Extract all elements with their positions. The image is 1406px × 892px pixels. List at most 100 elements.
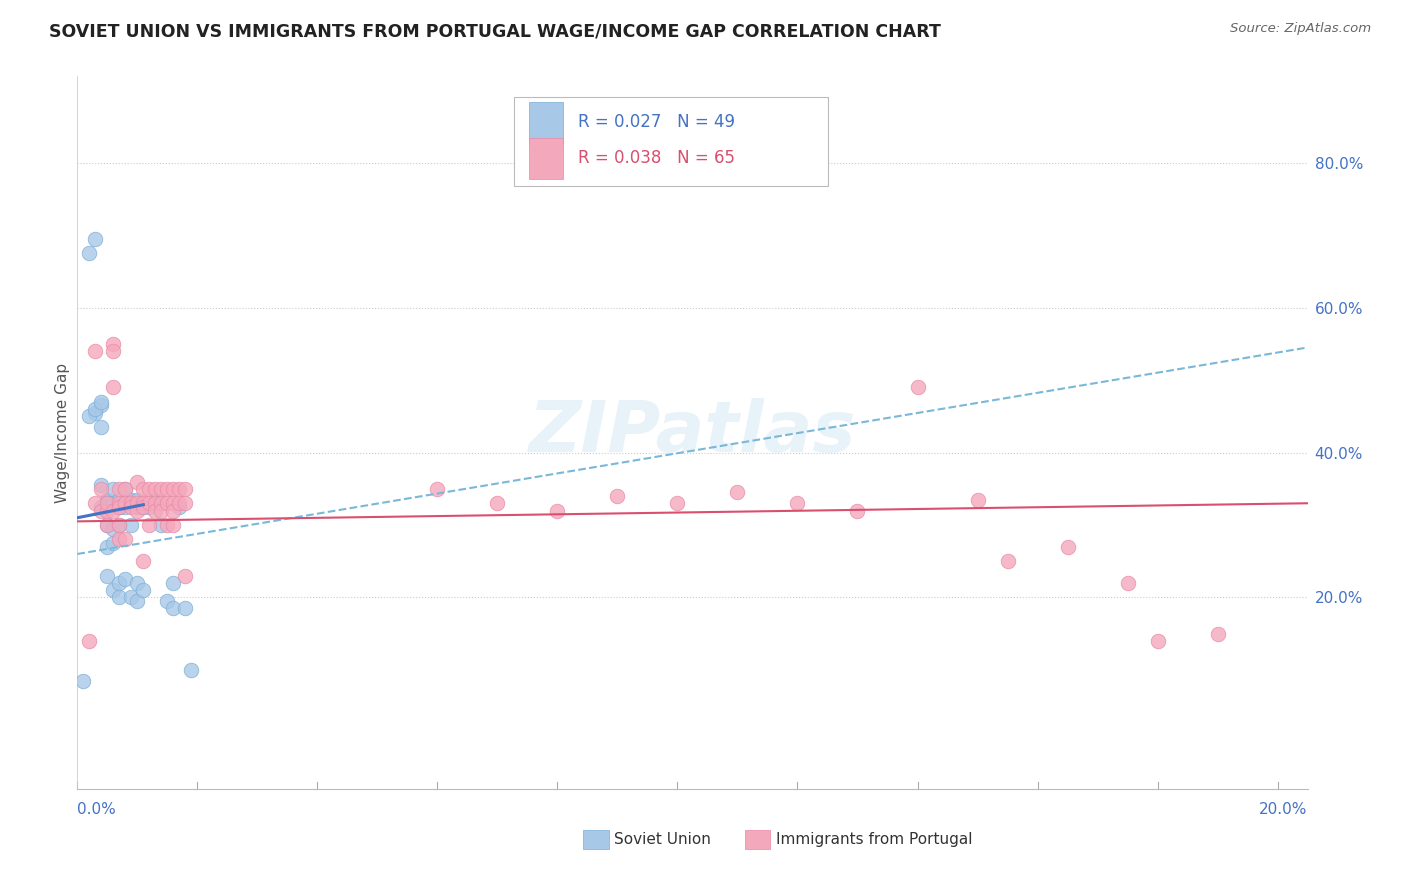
- Point: [156, 482, 179, 496]
- Point: [156, 518, 179, 533]
- Point: [174, 601, 197, 615]
- Point: [138, 500, 160, 514]
- Point: [174, 496, 197, 510]
- Point: [96, 496, 118, 510]
- Point: [114, 533, 136, 547]
- Point: [132, 500, 155, 514]
- Point: [162, 518, 184, 533]
- Point: [666, 496, 689, 510]
- Point: [162, 482, 184, 496]
- Point: [156, 496, 179, 510]
- Point: [143, 492, 166, 507]
- Point: [120, 496, 142, 510]
- Y-axis label: Wage/Income Gap: Wage/Income Gap: [55, 362, 70, 503]
- Point: [108, 576, 131, 591]
- Point: [103, 496, 125, 510]
- Point: [84, 496, 107, 510]
- Point: [907, 380, 929, 394]
- Point: [90, 503, 112, 517]
- Point: [486, 496, 509, 510]
- Point: [426, 482, 449, 496]
- Point: [132, 554, 155, 568]
- Point: [150, 496, 173, 510]
- Point: [103, 522, 125, 536]
- Point: [180, 663, 202, 677]
- Point: [786, 496, 808, 510]
- Point: [90, 478, 112, 492]
- Point: [138, 518, 160, 533]
- Point: [96, 492, 118, 507]
- FancyBboxPatch shape: [515, 97, 828, 186]
- Point: [84, 344, 107, 359]
- Point: [108, 533, 131, 547]
- Text: Source: ZipAtlas.com: Source: ZipAtlas.com: [1230, 22, 1371, 36]
- Point: [132, 482, 155, 496]
- Point: [84, 402, 107, 417]
- Point: [79, 634, 101, 648]
- Point: [127, 496, 149, 510]
- Point: [96, 496, 118, 510]
- Point: [120, 500, 142, 514]
- Point: [169, 500, 191, 514]
- Point: [143, 503, 166, 517]
- Point: [143, 482, 166, 496]
- Point: [127, 594, 149, 608]
- Point: [72, 673, 94, 688]
- Point: [138, 482, 160, 496]
- Text: Soviet Union: Soviet Union: [614, 832, 711, 847]
- Point: [108, 482, 131, 496]
- Point: [90, 482, 112, 496]
- Point: [114, 482, 136, 496]
- Point: [84, 406, 107, 420]
- Point: [150, 503, 173, 517]
- Point: [96, 503, 118, 517]
- Point: [997, 554, 1019, 568]
- Point: [79, 246, 101, 260]
- Point: [96, 518, 118, 533]
- Point: [127, 500, 149, 514]
- Point: [127, 503, 149, 517]
- Text: R = 0.038   N = 65: R = 0.038 N = 65: [578, 149, 735, 167]
- Point: [96, 500, 118, 514]
- Point: [162, 601, 184, 615]
- Point: [138, 496, 160, 510]
- Point: [132, 496, 155, 510]
- Point: [108, 500, 131, 514]
- Point: [103, 337, 125, 351]
- Point: [174, 482, 197, 496]
- Point: [169, 482, 191, 496]
- Text: Immigrants from Portugal: Immigrants from Portugal: [776, 832, 973, 847]
- Point: [96, 540, 118, 554]
- Point: [96, 568, 118, 582]
- Point: [114, 482, 136, 496]
- Point: [108, 496, 131, 510]
- Point: [79, 409, 101, 424]
- Point: [84, 232, 107, 246]
- Point: [127, 475, 149, 489]
- Point: [108, 518, 131, 533]
- Point: [114, 496, 136, 510]
- FancyBboxPatch shape: [529, 138, 564, 179]
- Point: [156, 594, 179, 608]
- Point: [114, 572, 136, 586]
- Point: [127, 492, 149, 507]
- Point: [90, 420, 112, 434]
- Point: [966, 492, 988, 507]
- Text: 20.0%: 20.0%: [1260, 803, 1308, 817]
- Point: [162, 576, 184, 591]
- Point: [103, 344, 125, 359]
- Point: [120, 591, 142, 605]
- Point: [150, 482, 173, 496]
- Point: [162, 496, 184, 510]
- Point: [1206, 626, 1229, 640]
- Point: [108, 591, 131, 605]
- Point: [108, 500, 131, 514]
- Point: [132, 583, 155, 598]
- Point: [120, 518, 142, 533]
- Text: ZIPatlas: ZIPatlas: [529, 398, 856, 467]
- Point: [96, 518, 118, 533]
- Point: [103, 536, 125, 550]
- Point: [108, 518, 131, 533]
- Point: [90, 394, 112, 409]
- Point: [127, 576, 149, 591]
